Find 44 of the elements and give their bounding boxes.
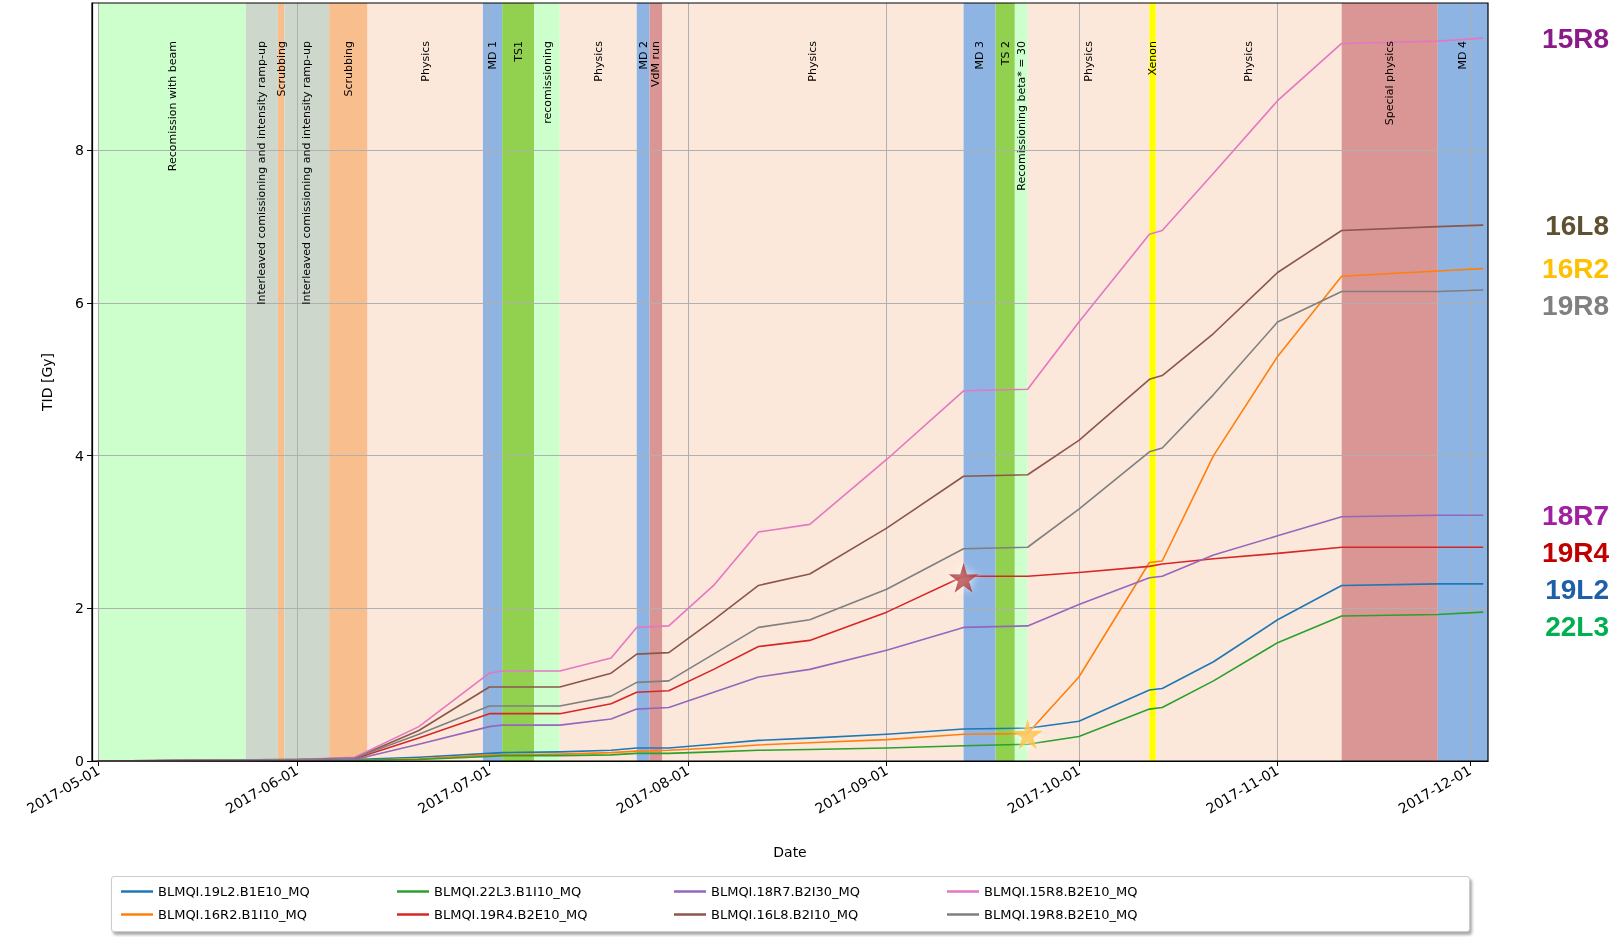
legend-label: BLMQI.16R2.B1I10_MQ [158,907,308,922]
annotation: 16L8 [1545,209,1609,241]
x-axis-title: Date [773,844,807,860]
band-label: Physics [1082,40,1096,82]
annotation: 16R2 [1542,253,1609,285]
band-label: Recomission with beam [165,41,179,172]
band-label: VdM run [649,40,663,87]
band-label: Recomissioning beta* = 30 [1014,41,1028,191]
y-tick-label: 0 [75,753,84,769]
band-label: MD 3 [973,41,987,70]
legend-label: BLMQI.19R8.B2E10_MQ [984,907,1138,922]
legend-label: BLMQI.19L2.B1E10_MQ [158,884,310,899]
band-label: Scrubbing [341,41,355,97]
annotation: 15R8 [1542,22,1609,54]
band-label: Interleaved comissioning and intensity ramp-up [255,40,269,305]
y-axis-title: TID [Gy] [39,353,55,412]
band-label: Interleaved comissioning and intensity ramp-up [300,40,314,305]
band-label: recomissioning [540,41,554,124]
annotation: 22L3 [1545,610,1609,642]
band-label: TS1 [511,41,525,63]
band-label: Physics [1242,40,1256,82]
legend-label: BLMQI.15R8.B2E10_MQ [984,884,1138,899]
y-tick-label: 8 [75,142,84,159]
annotation: 18R7 [1542,499,1609,531]
annotation: 19L2 [1545,573,1609,605]
y-tick-label: 2 [75,600,84,617]
band-label: Xenon [1146,40,1160,76]
legend-label: BLMQI.19R4.B2E10_MQ [434,907,588,922]
band-label: Scrubbing [274,41,288,97]
y-tick-label: 4 [75,447,85,464]
band-label: Physics [806,40,820,82]
band-label: Physics [418,40,432,82]
band-label: TS 2 [998,41,1012,67]
y-tick-label: 6 [75,294,85,311]
legend-label: BLMQI.16L8.B2I10_MQ [711,907,859,922]
band-label: Special physics [1383,40,1397,126]
band-label: MD 4 [1456,41,1470,70]
band-label: MD 1 [486,41,500,70]
legend-label: BLMQI.22L3.B1I10_MQ [434,884,582,899]
annotation: 19R4 [1542,536,1610,568]
annotation: 19R8 [1542,290,1609,322]
band-label: MD 2 [636,41,650,70]
legend-label: BLMQI.18R7.B2I30_MQ [711,884,861,899]
band-label: Physics [591,40,605,82]
